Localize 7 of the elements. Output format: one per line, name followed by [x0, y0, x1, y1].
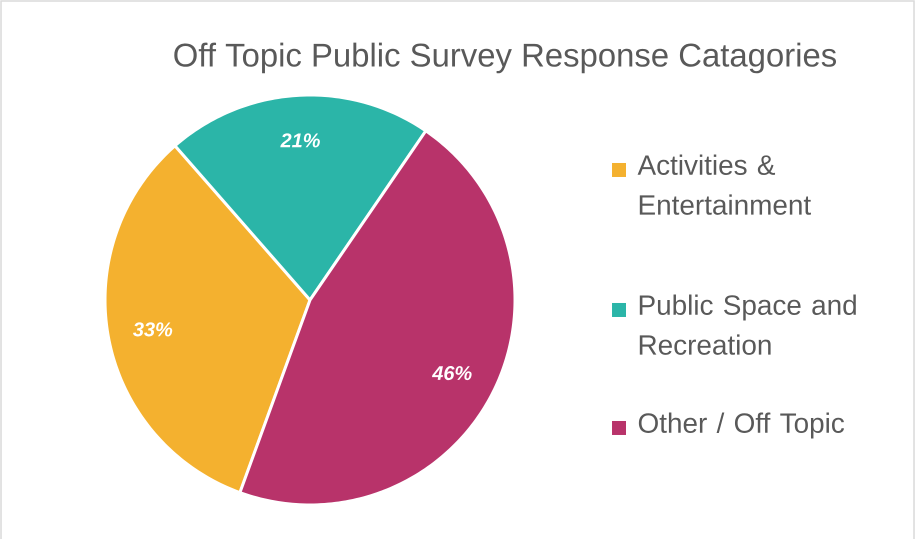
data-label: 21% [280, 133, 320, 148]
data-label: 33% [133, 322, 172, 336]
legend-label: Public Space and Recreation [640, 294, 856, 355]
chart-title: Off Topic Public Survey Response Catagories [174, 42, 836, 74]
legend-label: Activities & Entertainment [638, 154, 811, 215]
legend-label: Other / Off Topic [638, 412, 844, 438]
data-label: 46% [432, 366, 472, 380]
